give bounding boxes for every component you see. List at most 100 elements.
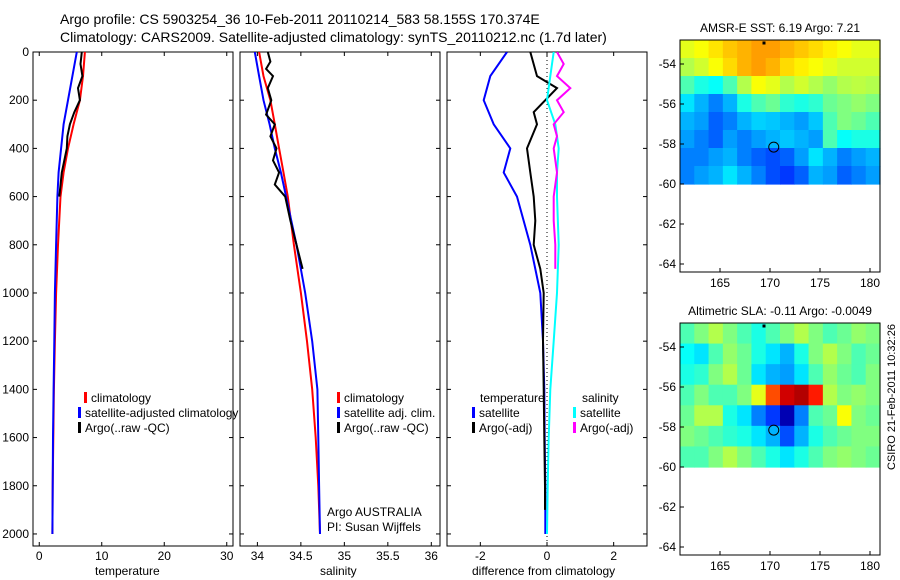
heatmap-cell — [751, 76, 767, 95]
heatmap-cell — [722, 364, 738, 386]
series-line-black — [525, 52, 559, 510]
heatmap-cell — [722, 446, 738, 468]
heatmap-cell — [722, 94, 738, 113]
heatmap-cell — [822, 130, 838, 149]
legend-label: satellite — [479, 406, 520, 420]
heatmap-cell — [794, 40, 810, 59]
y-tick-label: -56 — [659, 97, 677, 111]
legend-swatch — [78, 407, 81, 418]
heatmap-cell — [694, 446, 710, 468]
heatmap-cell — [837, 405, 853, 427]
heatmap-cell — [794, 148, 810, 167]
heatmap-cell — [851, 425, 867, 448]
heatmap-cell — [680, 58, 695, 77]
plot-frame — [446, 51, 648, 547]
heatmap-cell — [751, 446, 767, 468]
heatmap-cell — [851, 58, 867, 77]
heatmap-cell — [765, 58, 781, 77]
heatmap-cell — [780, 446, 795, 468]
heatmap-cell — [851, 94, 867, 113]
heatmap-cell — [722, 323, 738, 345]
heatmap-cell — [865, 166, 881, 185]
heatmap-cell — [708, 40, 724, 59]
heatmap-cell — [751, 343, 767, 365]
pi-annotation: PI: Susan Wijffels — [327, 520, 421, 534]
heatmap-cell — [837, 343, 853, 365]
heatmap-cell — [708, 76, 724, 95]
heatmap-cell — [680, 148, 695, 167]
heatmap-cell — [765, 76, 781, 95]
heatmap-cell — [808, 40, 824, 59]
heatmap-cell — [851, 405, 867, 427]
heatmap-cell — [680, 425, 695, 448]
heatmap-cell — [708, 112, 724, 131]
heatmap-cell — [808, 112, 824, 131]
heatmap-cell — [794, 343, 810, 365]
heatmap-cell — [708, 130, 724, 149]
heatmap-cell — [808, 425, 824, 448]
heatmap-cell — [780, 40, 795, 59]
heatmap-cell — [680, 384, 695, 406]
legend-label: satellite adj. clim. — [344, 406, 435, 420]
heatmap-cell — [808, 384, 824, 406]
heatmap-cell — [765, 364, 781, 386]
heatmap-cell — [865, 323, 881, 345]
heatmap-cell — [837, 58, 853, 77]
heatmap-cell — [837, 130, 853, 149]
series-group — [482, 52, 572, 535]
y-tick-label: -60 — [659, 460, 677, 474]
heatmap-cell — [737, 148, 753, 167]
heatmap-cell — [694, 58, 710, 77]
heatmap-cell — [708, 446, 724, 468]
heatmap-cell — [694, 343, 710, 365]
heatmap-cell — [708, 166, 724, 185]
y-tick-label: -60 — [659, 177, 677, 191]
heatmap-cell — [780, 76, 795, 95]
csiro-credit: CSIRO 21-Feb-2011 10:32:26 — [886, 324, 898, 470]
legend-label: Argo(-adj) — [580, 421, 633, 435]
y-tick-label: -58 — [659, 137, 677, 151]
heatmap-cell — [765, 94, 781, 113]
heatmap-cell — [780, 112, 795, 131]
x-tick-label: 35 — [338, 549, 352, 563]
heatmap-cell — [680, 112, 695, 131]
heatmap-cell — [794, 58, 810, 77]
heatmap-cell — [737, 130, 753, 149]
legend-swatch — [573, 422, 576, 433]
heatmap-cell — [822, 446, 838, 468]
heatmap-cell — [822, 76, 838, 95]
heatmap-cell — [694, 112, 710, 131]
heatmap-cell — [837, 323, 853, 345]
legend-swatch — [337, 392, 340, 403]
series-group — [253, 52, 321, 535]
x-tick-label: -2 — [475, 549, 486, 563]
y-tick-label: 2000 — [2, 527, 29, 541]
heatmap-cell — [765, 112, 781, 131]
heatmap-cell — [680, 323, 695, 345]
heatmap-cell — [722, 425, 738, 448]
heatmap-cell — [765, 166, 781, 185]
x-tick-label: 175 — [810, 276, 830, 290]
heatmap-cell — [865, 343, 881, 365]
legend-label: climatology — [344, 391, 404, 405]
heatmap-cell — [680, 94, 695, 113]
legend-label: satellite-adjusted climatology — [85, 406, 238, 420]
y-tick-label: 1600 — [2, 431, 29, 445]
heatmap-cell — [851, 343, 867, 365]
heatmap-cell — [865, 364, 881, 386]
heatmap-cell — [680, 40, 695, 59]
plot-frame — [32, 51, 234, 547]
heatmap-cell — [808, 405, 824, 427]
plot-frame — [239, 51, 441, 547]
argo-annotation: Argo AUSTRALIA — [327, 505, 422, 519]
heatmap-cell — [708, 405, 724, 427]
heatmap-cell — [837, 112, 853, 131]
heatmap-cell — [680, 405, 695, 427]
heatmap-cell — [765, 405, 781, 427]
series-line-blue — [51, 52, 78, 535]
heatmap-cell — [737, 364, 753, 386]
heatmap-cell — [822, 323, 838, 345]
heatmap-cell — [822, 148, 838, 167]
heatmap-cell — [851, 130, 867, 149]
heatmap-cell — [751, 94, 767, 113]
